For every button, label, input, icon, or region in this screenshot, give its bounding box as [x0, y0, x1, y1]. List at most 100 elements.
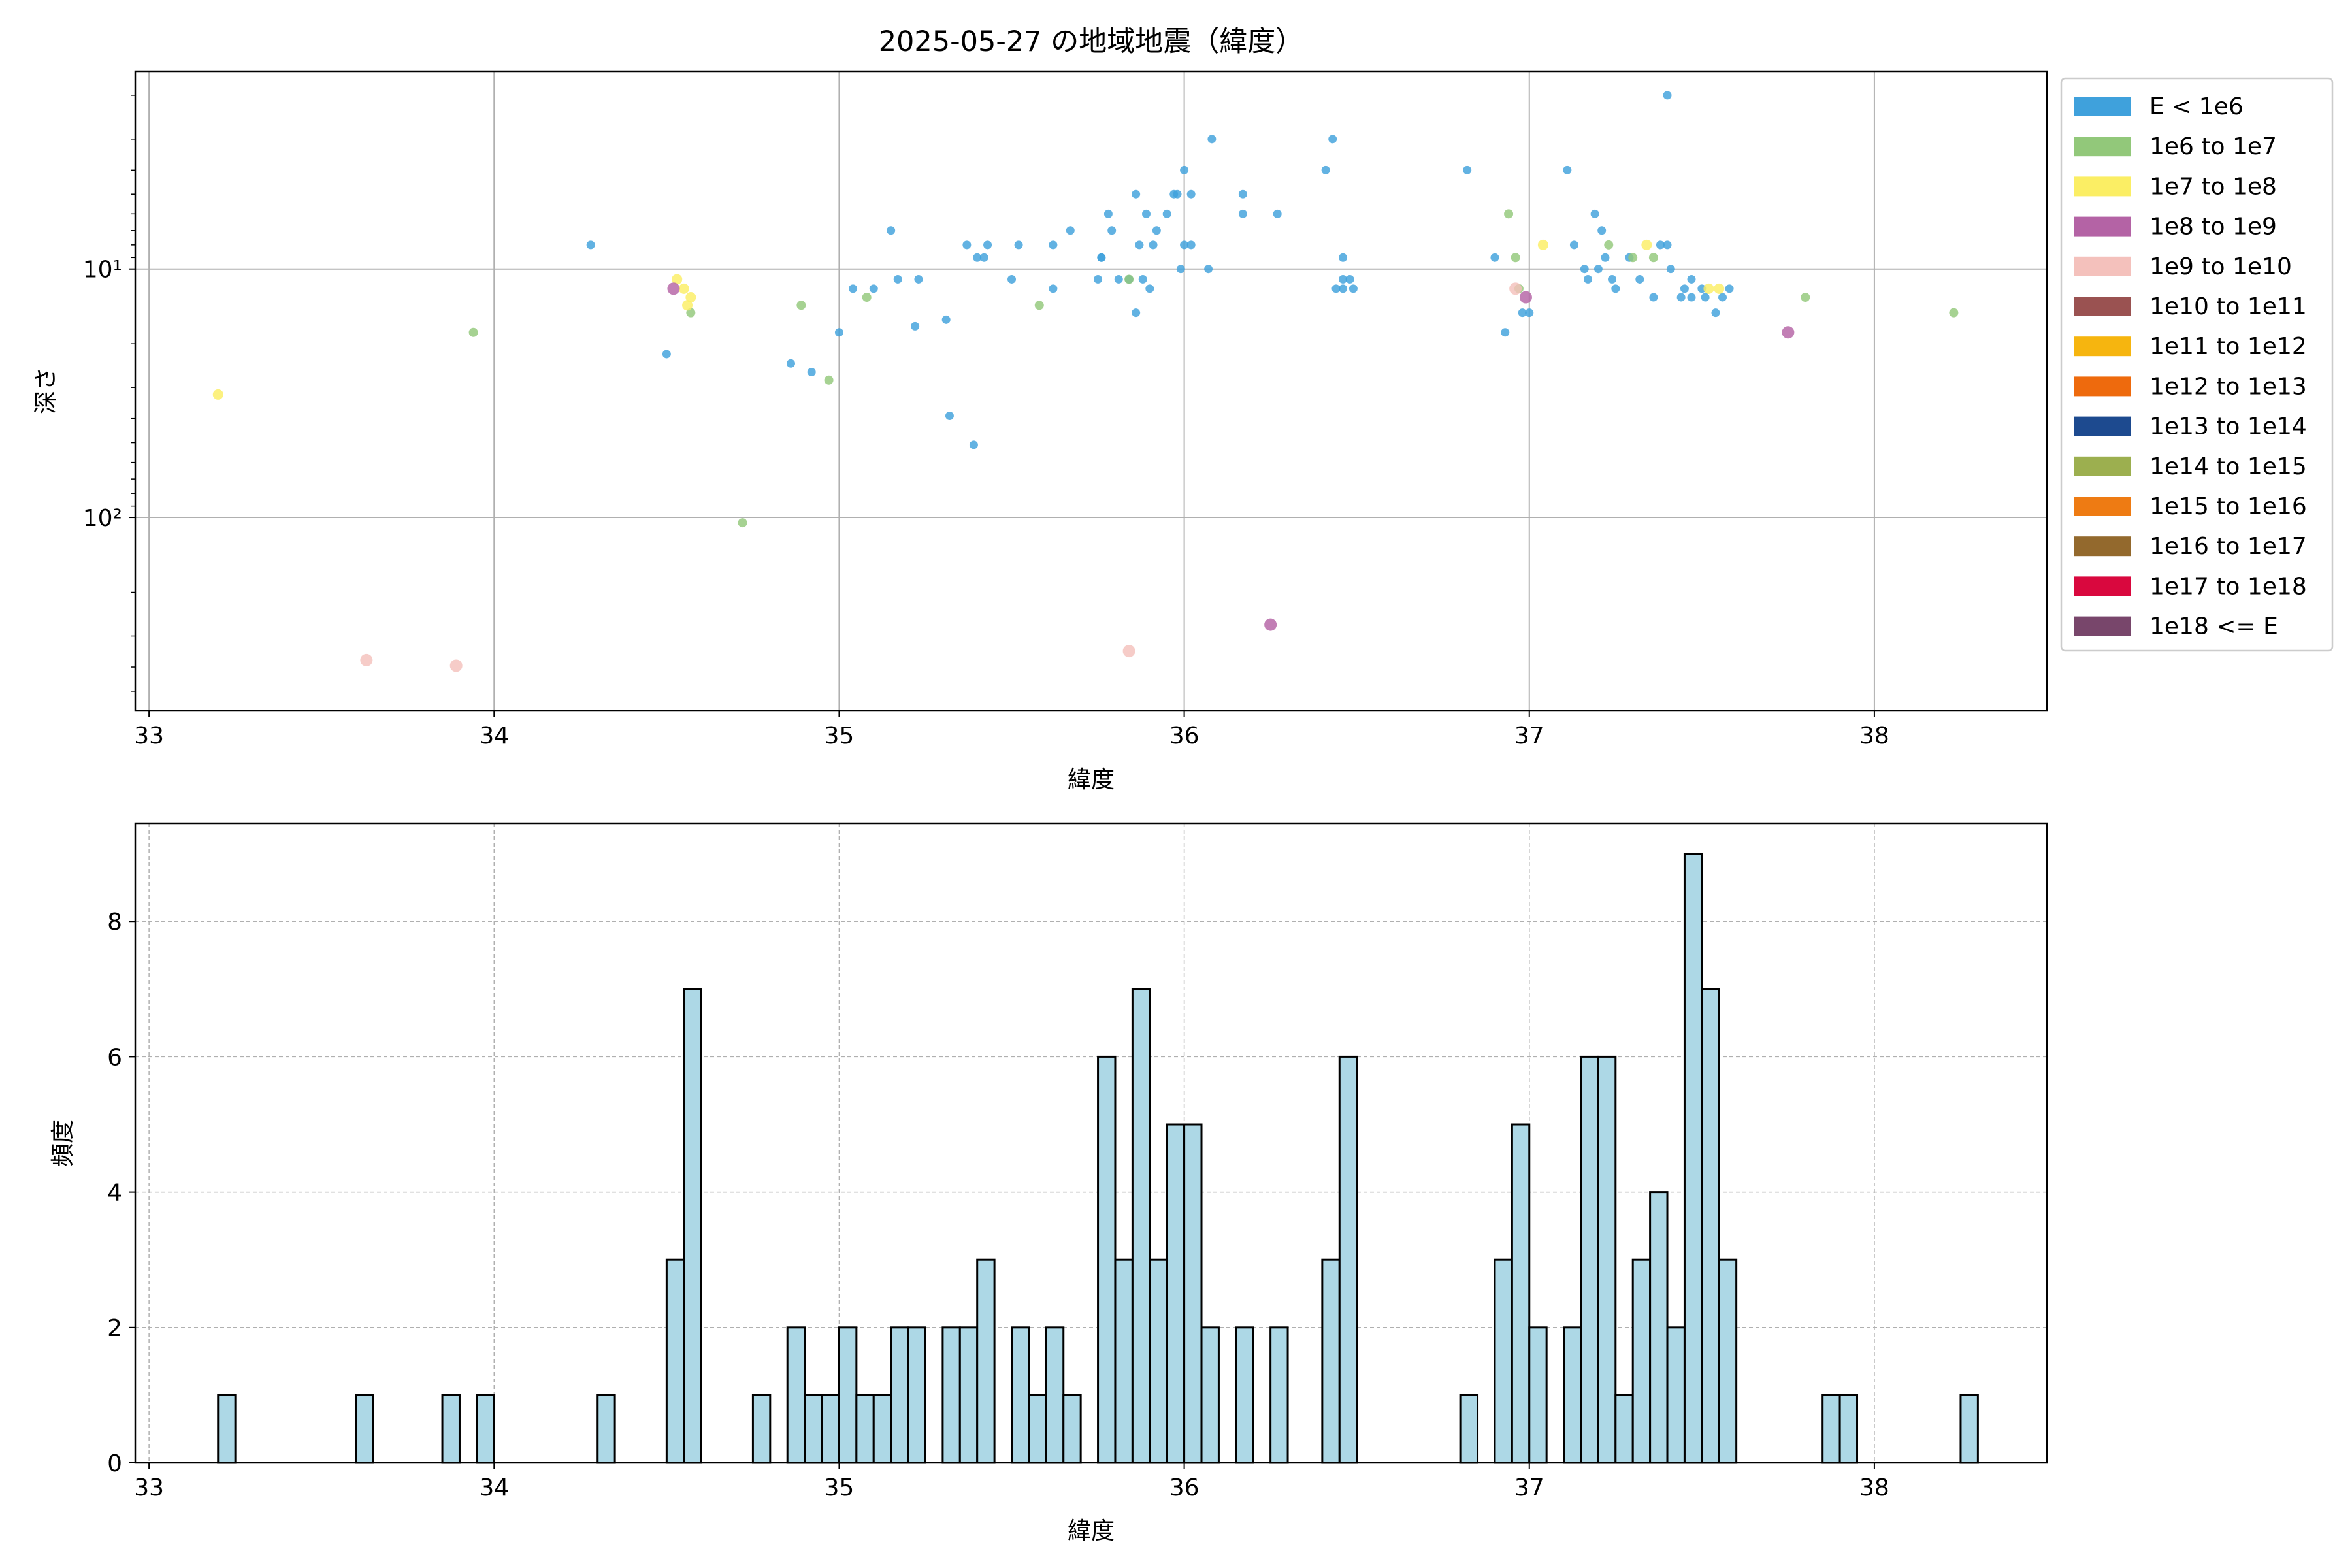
histogram-bar	[855, 1394, 875, 1464]
scatter-point	[1714, 283, 1725, 294]
scatter-point	[1122, 645, 1135, 658]
scatter-point	[1463, 165, 1472, 174]
scatter-point	[1328, 135, 1337, 144]
histogram-bar	[1563, 1326, 1582, 1464]
legend-swatch	[2074, 176, 2131, 197]
legend-items: E < 1e6 1e6 to 1e7 1e7 to 1e8 1e8 to 1e9 1e9…	[2074, 93, 2307, 640]
scatter-x-tick-label: 35	[825, 723, 855, 749]
legend-label: 1e17 to 1e18	[2149, 573, 2307, 600]
scatter-point	[1519, 291, 1532, 304]
histogram-bar	[1718, 1258, 1738, 1464]
scatter-point	[1132, 308, 1141, 318]
scatter-point	[1663, 91, 1672, 100]
scatter-point	[807, 368, 816, 377]
scatter-point	[1801, 293, 1810, 302]
histogram-bar	[1166, 1123, 1186, 1464]
legend-label: 1e16 to 1e17	[2149, 533, 2307, 560]
histogram-bar	[1701, 988, 1720, 1464]
scatter-point	[1525, 308, 1534, 318]
histogram-bar	[1200, 1326, 1220, 1464]
legend-label: 1e18 <= E	[2149, 613, 2278, 640]
scatter-point	[1687, 293, 1696, 302]
legend-swatch	[2074, 536, 2131, 557]
legend-label: 1e11 to 1e12	[2149, 333, 2307, 360]
histogram-bars	[217, 853, 1979, 1464]
scatter-point	[1345, 274, 1354, 284]
scatter-point	[1641, 239, 1652, 250]
histogram-bar	[1649, 1191, 1669, 1464]
legend-label: E < 1e6	[2149, 93, 2244, 120]
scatter-point	[1186, 189, 1196, 199]
scatter-point	[1601, 253, 1610, 262]
histogram-x-tick-label: 37	[1514, 1475, 1544, 1501]
legend-swatch	[2074, 376, 2131, 397]
histogram-bar	[1511, 1123, 1531, 1464]
histogram-bar	[1631, 1258, 1652, 1464]
scatter-point	[887, 226, 896, 235]
legend-swatch	[2074, 336, 2131, 357]
histogram-bar	[821, 1394, 840, 1464]
scatter-point	[911, 321, 920, 331]
histogram-bar	[1959, 1394, 1979, 1464]
scatter-point	[1518, 308, 1527, 318]
histogram-bar	[1580, 1055, 1599, 1464]
scatter-x-axis-label: 緯度	[1068, 766, 1115, 793]
scatter-point	[1711, 308, 1720, 318]
histogram-bar	[890, 1326, 909, 1464]
scatter-point	[1580, 265, 1589, 274]
histogram-bar	[476, 1394, 495, 1464]
scatter-point	[1635, 274, 1644, 284]
scatter-point	[586, 240, 595, 250]
scatter-point	[1124, 274, 1134, 284]
scatter-point	[1097, 253, 1106, 262]
legend-label: 1e9 to 1e10	[2149, 253, 2292, 280]
scatter-point	[1007, 274, 1017, 284]
scatter-point	[969, 440, 978, 449]
scatter-point	[1687, 274, 1696, 284]
histogram-bar	[838, 1326, 858, 1464]
scatter-y-ticks: 10¹ 10²	[83, 257, 135, 532]
histogram-bar	[1062, 1394, 1082, 1464]
histogram-y-tick-label: 4	[107, 1180, 122, 1207]
scatter-point	[1264, 618, 1277, 631]
histogram-bar	[1269, 1326, 1289, 1464]
histogram-bar	[1131, 988, 1151, 1464]
scatter-point	[834, 328, 843, 337]
scatter-point	[1611, 284, 1620, 293]
scatter-point	[1590, 209, 1599, 218]
scatter-point	[1628, 253, 1638, 263]
scatter-point	[1593, 265, 1603, 274]
scatter-point	[1173, 189, 1182, 199]
scatter-point	[973, 253, 982, 262]
scatter-point	[1186, 240, 1196, 250]
legend-swatch	[2074, 216, 2131, 237]
scatter-y-tick-label: 10¹	[83, 257, 122, 284]
histogram-bar	[941, 1326, 961, 1464]
histogram-plot-frame	[134, 822, 2048, 1464]
scatter-point	[1103, 209, 1113, 218]
histogram-bar	[1614, 1394, 1634, 1464]
scatter-point	[945, 412, 954, 421]
scatter-point	[1656, 240, 1665, 250]
scatter-point	[1584, 274, 1593, 284]
scatter-point	[1490, 253, 1499, 262]
scatter-point	[1094, 274, 1103, 284]
histogram-bar	[1028, 1394, 1047, 1464]
scatter-x-tick-label: 34	[479, 723, 509, 749]
histogram-bar	[1821, 1394, 1841, 1464]
legend-swatch	[2074, 416, 2131, 436]
scatter-point	[1238, 189, 1247, 199]
legend-label: 1e6 to 1e7	[2149, 133, 2277, 160]
histogram-bar	[355, 1394, 374, 1464]
scatter-y-axis-label: 深さ	[33, 367, 59, 414]
scatter-title: 2025-05-27 の地域地震（緯度）	[879, 25, 1304, 58]
legend-swatch	[2074, 256, 2131, 276]
scatter-point	[1339, 274, 1348, 284]
scatter-point	[1066, 226, 1075, 235]
scatter-point	[1608, 274, 1617, 284]
histogram-bar	[786, 1326, 806, 1464]
histogram-bar	[665, 1258, 685, 1464]
histogram-bar	[1338, 1055, 1358, 1464]
legend-label: 1e7 to 1e8	[2149, 173, 2277, 200]
scatter-point	[682, 300, 693, 311]
